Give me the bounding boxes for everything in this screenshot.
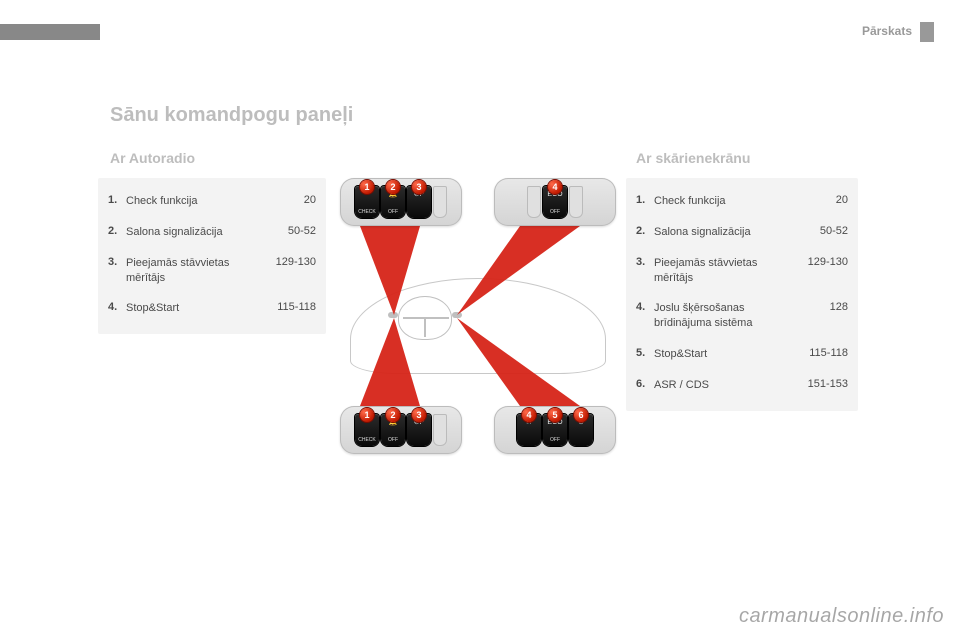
key-number-badge: 2 — [386, 180, 400, 194]
table-row: 5. Stop&Start 115-118 — [636, 339, 848, 370]
row-page: 115-118 — [798, 347, 848, 359]
table-row: 3. Pieejamās stāvvietas mērītājs 129-130 — [636, 248, 848, 294]
key-number-badge: 1 — [360, 408, 374, 422]
table-row: 4. Joslu šķērsošanas brīdinājuma sistēma… — [636, 293, 848, 339]
key-number-badge: 5 — [548, 408, 562, 422]
row-num: 2. — [108, 225, 126, 237]
dashboard-key: ⊘6 — [569, 414, 593, 446]
key-label: OFF — [388, 210, 398, 215]
row-page: 50-52 — [266, 225, 316, 237]
empty-key-slot — [527, 186, 541, 218]
row-label: Check funkcija — [654, 194, 798, 209]
row-num: 4. — [636, 301, 654, 313]
dashboard-key: ⊘P3 — [407, 186, 431, 218]
key-label: OFF — [550, 210, 560, 215]
row-label: Stop&Start — [654, 347, 798, 362]
key-label: OFF — [550, 438, 560, 443]
button-cluster-top-right: ECOOFF4 — [494, 178, 616, 226]
key-number-badge: 3 — [412, 408, 426, 422]
header-tab — [920, 22, 934, 42]
row-page: 128 — [798, 301, 848, 313]
dashboard-key: ⛙4 — [517, 414, 541, 446]
row-page: 129-130 — [266, 256, 316, 268]
dashboard-key: ⊘P3 — [407, 414, 431, 446]
key-number-badge: 4 — [548, 180, 562, 194]
empty-key-slot — [433, 186, 447, 218]
empty-key-slot — [569, 186, 583, 218]
button-cluster-bottom-right: ⛙4ECOOFF5⊘6 — [494, 406, 616, 454]
table-row: 2. Salona signalizācija 50-52 — [108, 217, 316, 248]
header-section-label: Pārskats — [862, 24, 912, 38]
subtitle-touchscreen: Ar skārienekrānu — [636, 150, 750, 166]
table-row: 1. Check funkcija 20 — [108, 186, 316, 217]
row-num: 1. — [636, 194, 654, 206]
dashboard-key: ECOOFF5 — [543, 414, 567, 446]
dashboard-key: 🔔OFF2 — [381, 414, 405, 446]
row-page: 20 — [798, 194, 848, 206]
row-label: Pieejamās stāvvietas mērītājs — [654, 256, 798, 286]
table-row: 2. Salona signalizācija 50-52 — [636, 217, 848, 248]
key-label: CHECK — [358, 210, 376, 215]
dashboard-illustration: CHECK1🔔OFF2⊘P3 ECOOFF4 CHECK1🔔OFF2⊘P3 ⛙4… — [340, 178, 616, 454]
dashboard-key: 🔔OFF2 — [381, 186, 405, 218]
row-num: 3. — [108, 256, 126, 268]
key-number-badge: 3 — [412, 180, 426, 194]
key-label: OFF — [388, 438, 398, 443]
row-num: 4. — [108, 301, 126, 313]
key-number-badge: 2 — [386, 408, 400, 422]
key-label: CHECK — [358, 438, 376, 443]
empty-key-slot — [433, 414, 447, 446]
button-cluster-bottom-left: CHECK1🔔OFF2⊘P3 — [340, 406, 462, 454]
row-page: 50-52 — [798, 225, 848, 237]
dashboard-key: CHECK1 — [355, 414, 379, 446]
row-num: 6. — [636, 378, 654, 390]
row-num: 5. — [636, 347, 654, 359]
row-label: Joslu šķērsošanas brīdinājuma sistēma — [654, 301, 798, 331]
table-row: 4. Stop&Start 115-118 — [108, 293, 316, 324]
key-number-badge: 1 — [360, 180, 374, 194]
row-page: 20 — [266, 194, 316, 206]
row-num: 1. — [108, 194, 126, 206]
dashboard-key: CHECK1 — [355, 186, 379, 218]
row-label: Stop&Start — [126, 301, 266, 316]
row-page: 115-118 — [266, 301, 316, 313]
subtitle-autoradio: Ar Autoradio — [110, 150, 195, 166]
panel-touchscreen: 1. Check funkcija 20 2. Salona signalizā… — [626, 178, 858, 411]
row-num: 3. — [636, 256, 654, 268]
watermark: carmanualsonline.info — [739, 605, 944, 628]
row-page: 151-153 — [798, 378, 848, 390]
row-num: 2. — [636, 225, 654, 237]
button-cluster-top-left: CHECK1🔔OFF2⊘P3 — [340, 178, 462, 226]
table-row: 1. Check funkcija 20 — [636, 186, 848, 217]
row-label: ASR / CDS — [654, 378, 798, 393]
dashboard-key: ECOOFF4 — [543, 186, 567, 218]
row-label: Check funkcija — [126, 194, 266, 209]
panel-autoradio: 1. Check funkcija 20 2. Salona signalizā… — [98, 178, 326, 334]
row-page: 129-130 — [798, 256, 848, 268]
table-row: 3. Pieejamās stāvvietas mērītājs 129-130 — [108, 248, 316, 294]
table-row: 6. ASR / CDS 151-153 — [636, 370, 848, 401]
key-number-badge: 4 — [522, 408, 536, 422]
top-gray-bar — [0, 24, 100, 40]
row-label: Salona signalizācija — [654, 225, 798, 240]
key-number-badge: 6 — [574, 408, 588, 422]
page-title: Sānu komandpogu paneļi — [110, 104, 353, 127]
row-label: Pieejamās stāvvietas mērītājs — [126, 256, 266, 286]
row-label: Salona signalizācija — [126, 225, 266, 240]
